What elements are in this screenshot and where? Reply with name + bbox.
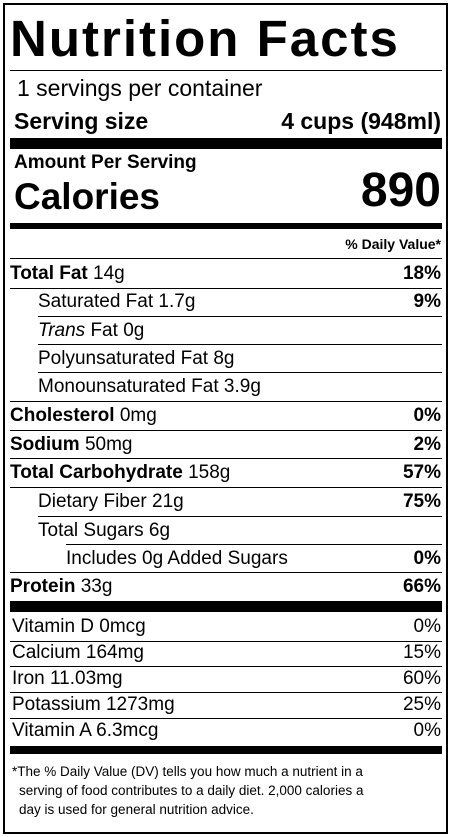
- poly-fat-amount: 8g: [213, 348, 235, 369]
- rule-1: [10, 288, 442, 289]
- row-protein: Protein 33g: [10, 574, 112, 599]
- serving-size-value: 4 cups (948ml): [281, 108, 441, 134]
- rule-title: [10, 70, 442, 71]
- potassium-name: Potassium 1273mg: [12, 694, 175, 715]
- cholesterol-dv: 0%: [413, 405, 441, 426]
- mono-fat-amount: 3.9g: [223, 376, 261, 397]
- row-poly-fat: Polyunsaturated Fat 8g: [38, 346, 234, 371]
- iron-dv: 60%: [402, 668, 441, 689]
- vitamin-a-dv: 0%: [413, 720, 441, 741]
- saturated-fat-amount: 1.7g: [158, 291, 196, 312]
- row-total-carb: Total Carbohydrate 158g: [10, 460, 230, 485]
- rule-thick-vitamins: [10, 601, 442, 612]
- rule-10: [66, 544, 442, 545]
- rule-thick-serving: [10, 138, 442, 149]
- row-trans-fat: Trans Fat 0g: [38, 318, 144, 343]
- rule-thick-footnote: [10, 746, 442, 754]
- sodium-dv: 2%: [413, 434, 441, 455]
- total-carb-name: Total Carbohydrate: [10, 462, 183, 483]
- row-cholesterol: Cholesterol 0mg: [10, 403, 157, 428]
- protein-dv: 66%: [402, 576, 441, 597]
- footnote-line-2: serving of food contributes to a daily d…: [19, 783, 364, 798]
- total-fat-dv: 18%: [402, 263, 441, 284]
- rule-5: [10, 401, 442, 402]
- trans-fat-amount: 0g: [123, 320, 145, 341]
- rule-2: [38, 316, 442, 317]
- total-fat-amount: 14g: [93, 263, 125, 284]
- dv-header: % Daily Value*: [345, 236, 441, 252]
- calories-label: Calories: [14, 176, 161, 217]
- rule-thick-calories: [10, 223, 442, 229]
- rule-v2: [10, 666, 442, 667]
- trans-fat-italic: Trans: [38, 320, 86, 341]
- protein-name: Protein: [10, 576, 76, 597]
- total-carb-dv: 57%: [402, 462, 441, 483]
- row-saturated-fat: Saturated Fat 1.7g: [38, 289, 195, 314]
- calcium-dv: 15%: [402, 642, 441, 663]
- label-title: Nutrition Facts: [10, 10, 400, 67]
- rule-8: [10, 487, 442, 488]
- fiber-name: Dietary Fiber: [38, 491, 147, 512]
- label-border: [3, 3, 448, 834]
- sugars-name: Total Sugars: [38, 520, 144, 541]
- rule-4: [38, 372, 442, 373]
- row-sugars: Total Sugars 6g: [38, 518, 170, 543]
- vitamin-d-dv: 0%: [413, 616, 441, 637]
- iron-name: Iron 11.03mg: [12, 668, 123, 689]
- saturated-fat-dv: 9%: [413, 291, 441, 312]
- serving-size-label: Serving size: [14, 108, 149, 134]
- cholesterol-amount: 0mg: [119, 405, 157, 426]
- rule-dv: [10, 258, 442, 259]
- added-sugars-dv: 0%: [413, 548, 441, 569]
- mono-fat-name: Monounsaturated Fat: [38, 376, 219, 397]
- trans-fat-name: Fat: [90, 320, 118, 341]
- rule-v1: [10, 641, 442, 642]
- servings-per-container: 1 servings per container: [17, 75, 263, 101]
- sodium-amount: 50mg: [84, 434, 133, 455]
- rule-7: [10, 458, 442, 459]
- fiber-dv: 75%: [402, 491, 441, 512]
- row-fiber: Dietary Fiber 21g: [38, 489, 184, 514]
- total-fat-name: Total Fat: [10, 263, 88, 284]
- rule-11: [10, 572, 442, 573]
- calcium-name: Calcium 164mg: [12, 642, 144, 663]
- calories-value: 890: [360, 164, 441, 217]
- cholesterol-name: Cholesterol: [10, 405, 115, 426]
- vitamin-a-name: Vitamin A 6.3mcg: [12, 720, 159, 741]
- amount-per-serving: Amount Per Serving: [14, 152, 197, 173]
- added-sugars-name: Includes 0g Added Sugars: [66, 548, 288, 569]
- rule-v4: [10, 718, 442, 719]
- rule-v3: [10, 692, 442, 693]
- rule-9: [38, 516, 442, 517]
- total-carb-amount: 158g: [188, 462, 231, 483]
- row-total-fat: Total Fat 14g: [10, 261, 125, 286]
- rule-3: [38, 344, 442, 345]
- potassium-dv: 25%: [402, 694, 441, 715]
- row-mono-fat: Monounsaturated Fat 3.9g: [38, 374, 261, 399]
- fiber-amount: 21g: [152, 491, 184, 512]
- row-sodium: Sodium 50mg: [10, 432, 132, 457]
- footnote-line-3: day is used for general nutrition advice…: [19, 802, 254, 817]
- rule-6: [10, 430, 442, 431]
- vitamin-d-name: Vitamin D 0mcg: [12, 616, 146, 637]
- protein-amount: 33g: [80, 576, 113, 597]
- poly-fat-name: Polyunsaturated Fat: [38, 348, 209, 369]
- sugars-amount: 6g: [148, 520, 171, 541]
- footnote-line-1: *The % Daily Value (DV) tells you how mu…: [12, 764, 363, 779]
- sodium-name: Sodium: [10, 434, 80, 455]
- saturated-fat-name: Saturated Fat: [38, 291, 154, 312]
